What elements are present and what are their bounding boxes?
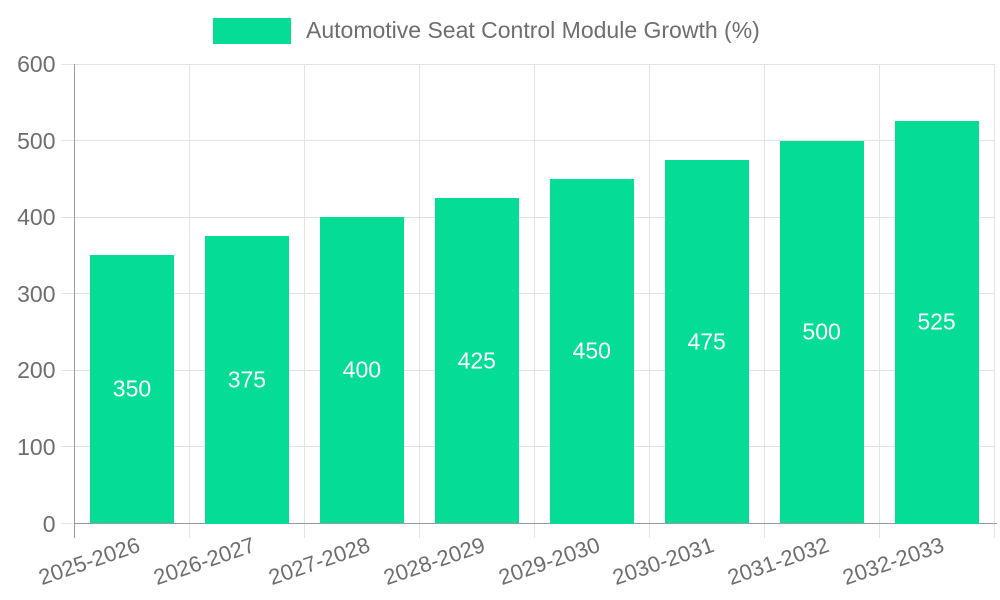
bar-2025-2026[interactable] (89, 255, 174, 524)
y-axis-tick-label: 400 (17, 204, 56, 231)
y-axis-tick-label: 300 (17, 280, 56, 307)
bar-2030-2031[interactable] (664, 159, 749, 524)
y-axis-tick-label: 100 (17, 433, 56, 460)
y-axis-tick-label: 500 (17, 127, 56, 154)
x-gridline (418, 64, 420, 538)
bar-value-label: 350 (112, 375, 152, 402)
bar-2027-2028[interactable] (319, 217, 404, 524)
legend[interactable]: Automotive Seat Control Module Growth (%… (213, 17, 760, 44)
x-axis-line (74, 523, 997, 524)
bar-value-label: 475 (687, 328, 726, 355)
y-axis-tick-label: 0 (42, 510, 56, 537)
y-gridline (60, 63, 994, 65)
bar-2028-2029[interactable] (434, 198, 519, 524)
bar-value-label: 425 (457, 347, 496, 374)
x-axis-label: 2028-2029 (379, 532, 488, 590)
bar-2031-2032[interactable] (779, 140, 864, 524)
bar-value-label: 525 (917, 308, 956, 335)
x-gridline (878, 64, 880, 538)
y-gridline (60, 446, 994, 448)
x-gridline (763, 64, 765, 538)
x-axis-label: 2029-2030 (494, 532, 603, 590)
y-gridline (60, 216, 994, 218)
bar-value-label: 500 (802, 318, 841, 345)
bar-2026-2027[interactable] (204, 236, 289, 524)
y-gridline (60, 140, 994, 142)
x-gridline (188, 64, 190, 538)
bar-value-label: 400 (342, 356, 382, 383)
bar-value-label: 450 (572, 337, 611, 364)
y-axis-line (74, 64, 75, 538)
x-axis-label: 2030-2031 (609, 532, 718, 590)
x-gridline (648, 64, 650, 538)
y-gridline (60, 293, 994, 295)
bar-value-label: 375 (227, 366, 267, 393)
x-gridline (533, 64, 535, 538)
bar-2029-2030[interactable] (549, 178, 634, 524)
x-gridline (993, 64, 995, 538)
y-axis-tick-label: 200 (17, 357, 56, 384)
y-axis-tick-label: 600 (17, 51, 56, 77)
x-gridline (303, 64, 305, 538)
x-axis-label: 2025-2026 (35, 532, 143, 590)
x-axis-label: 2027-2028 (265, 532, 373, 590)
bar-2032-2033[interactable] (894, 121, 979, 524)
y-gridline (60, 369, 994, 371)
legend-swatch (213, 17, 291, 44)
x-axis-label: 2026-2027 (150, 532, 258, 590)
x-axis-label: 2031-2032 (724, 532, 833, 590)
legend-label: Automotive Seat Control Module Growth (%… (306, 17, 760, 43)
x-axis-label: 2032-2033 (839, 532, 948, 590)
